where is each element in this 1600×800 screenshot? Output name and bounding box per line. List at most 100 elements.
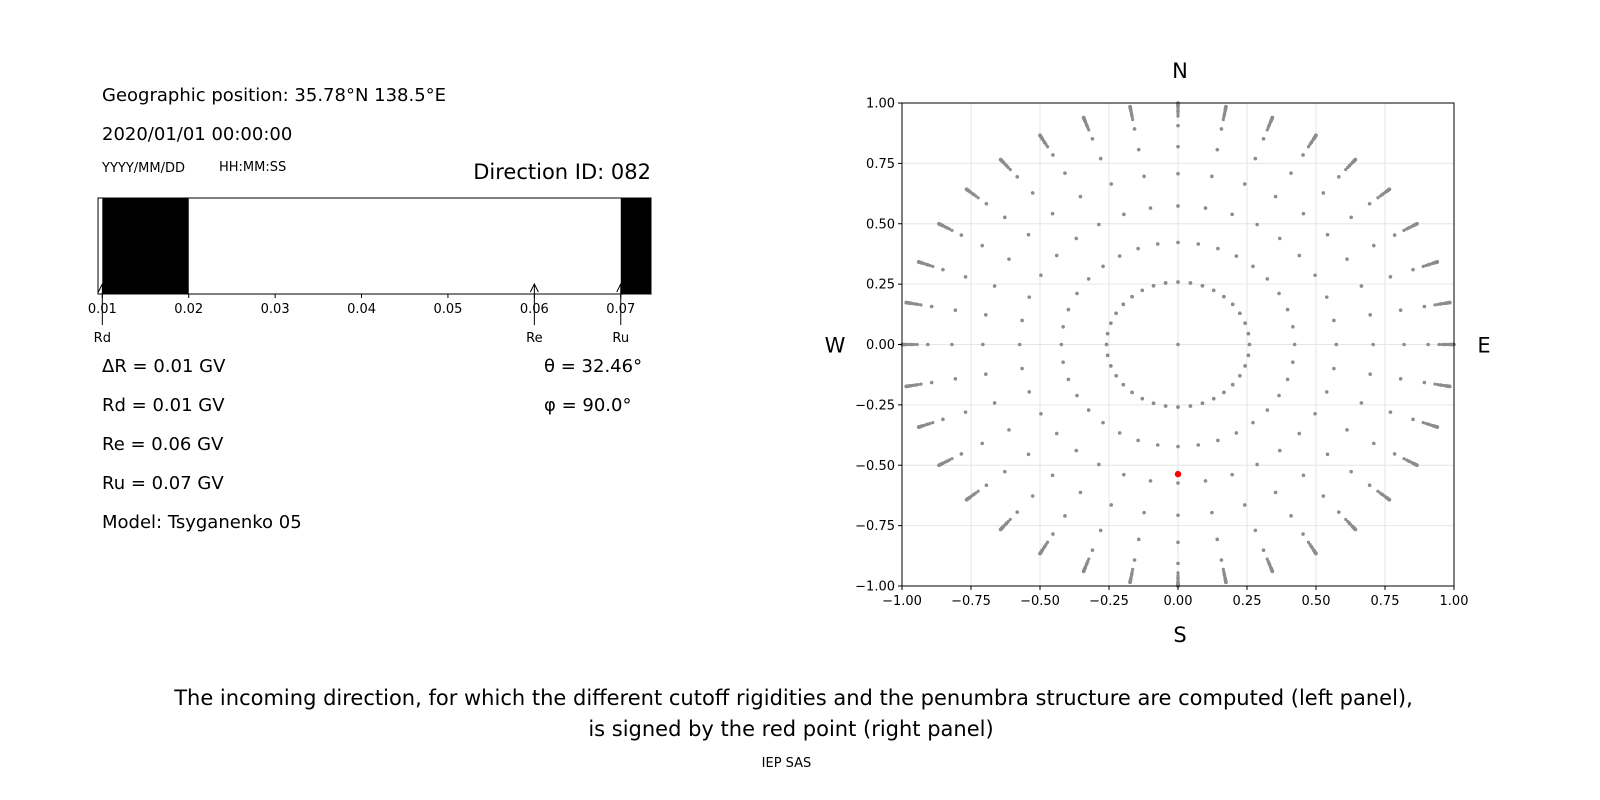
- grid-point: [1122, 212, 1126, 217]
- grid-point: [1435, 260, 1439, 264]
- grid-point: [1176, 123, 1180, 128]
- grid-point: [1007, 428, 1011, 432]
- grid-point: [1230, 212, 1234, 217]
- grid-point: [912, 342, 916, 347]
- grid-point: [1216, 246, 1220, 251]
- grid-point: [1136, 537, 1141, 542]
- grid-point: [1306, 145, 1311, 149]
- grid-point: [1109, 182, 1114, 186]
- grid-point: [1203, 206, 1208, 210]
- grid-point: [1387, 498, 1391, 502]
- grid-point: [1155, 443, 1160, 447]
- grid-point: [1219, 127, 1224, 131]
- grid-point: [1321, 494, 1326, 498]
- grid-point: [1117, 431, 1122, 435]
- grid-point: [1368, 313, 1372, 317]
- grid-point: [1324, 295, 1329, 299]
- date-format-label: YYYY/MM/DD: [102, 161, 185, 176]
- grid-point: [1007, 257, 1011, 261]
- grid-point: [904, 300, 908, 305]
- grid-point: [1224, 105, 1228, 109]
- grid-point: [1230, 302, 1235, 307]
- grid-point: [1265, 408, 1270, 412]
- forbidden-band: [102, 198, 189, 294]
- grid-point: [1176, 444, 1180, 449]
- grid-point: [1345, 257, 1349, 261]
- grid-point: [1424, 421, 1428, 426]
- grid-point: [1297, 431, 1302, 436]
- penumbra-frame: [97, 197, 652, 295]
- grid-point: [1017, 342, 1022, 347]
- grid-point: [1176, 481, 1180, 485]
- grid-point: [1020, 366, 1024, 371]
- y-tick-label: 0.25: [866, 278, 895, 293]
- grid-point: [1234, 254, 1239, 258]
- grid-point: [1059, 342, 1064, 347]
- grid-point: [1101, 420, 1105, 425]
- y-tick-label: 0.75: [866, 157, 895, 172]
- grid-point: [1314, 552, 1318, 556]
- grid-point: [1436, 302, 1440, 306]
- grid-point: [926, 342, 930, 347]
- grid-point: [1371, 342, 1375, 347]
- grid-point: [984, 313, 988, 317]
- grid-point: [1132, 127, 1137, 131]
- grid-point: [1273, 490, 1278, 495]
- grid-point: [931, 264, 935, 269]
- grid-point: [1130, 390, 1134, 395]
- y-tick-label: 1.00: [866, 97, 895, 112]
- grid-point: [1148, 206, 1153, 210]
- grid-point: [1442, 342, 1447, 347]
- grid-point: [1398, 308, 1403, 312]
- direction-id: Direction ID: 082: [473, 160, 651, 184]
- grid-point: [1061, 324, 1065, 329]
- grid-point: [1215, 147, 1220, 152]
- grid-point: [1163, 404, 1168, 408]
- grid-point: [1261, 137, 1266, 141]
- y-tick-label: 0.00: [866, 338, 895, 353]
- grid-point: [992, 284, 997, 288]
- grid-point: [1039, 273, 1043, 278]
- grid-point: [1289, 171, 1293, 175]
- grid-point: [959, 233, 964, 237]
- grid-point: [1222, 294, 1226, 299]
- grid-point: [1176, 571, 1180, 575]
- grid-point: [1371, 441, 1376, 446]
- grid-point: [904, 384, 908, 389]
- grid-point: [1255, 222, 1259, 227]
- grid-point: [1109, 503, 1114, 507]
- grid-point: [950, 457, 954, 461]
- grid-point: [1121, 382, 1126, 387]
- grid-point: [1027, 390, 1032, 394]
- marker-arrow-rd: [97, 282, 107, 293]
- grid-point: [1109, 364, 1113, 368]
- grid-point: [1221, 118, 1225, 122]
- grid-point: [976, 489, 980, 493]
- theta-value: θ = 32.46°: [544, 356, 643, 377]
- grid-point: [1301, 211, 1306, 216]
- grid-point: [1242, 503, 1247, 507]
- grid-point: [1109, 321, 1113, 325]
- grid-point: [1349, 215, 1353, 220]
- grid-point: [1132, 558, 1137, 562]
- grid-point: [919, 303, 923, 307]
- grid-point: [1086, 408, 1091, 412]
- y-tick-label: −0.50: [855, 459, 895, 474]
- grid-point: [1301, 473, 1306, 478]
- selected-direction-point: [1174, 470, 1182, 478]
- grid-point: [1045, 145, 1050, 149]
- grid-point: [1045, 540, 1050, 544]
- marker-arrow-ru: [616, 282, 626, 293]
- grid-point: [1098, 156, 1103, 161]
- grid-point: [1332, 318, 1336, 323]
- phi-value: φ = 90.0°: [544, 395, 632, 416]
- grid-point: [1188, 281, 1193, 285]
- grid-point: [1433, 382, 1437, 386]
- grid-point: [1421, 264, 1425, 269]
- geographic-position: Geographic position: 35.78°N 138.5°E: [102, 85, 447, 106]
- grid-point: [1448, 300, 1452, 305]
- grid-point: [1301, 153, 1305, 157]
- grid-point: [1176, 171, 1180, 176]
- grid-point: [1078, 194, 1083, 199]
